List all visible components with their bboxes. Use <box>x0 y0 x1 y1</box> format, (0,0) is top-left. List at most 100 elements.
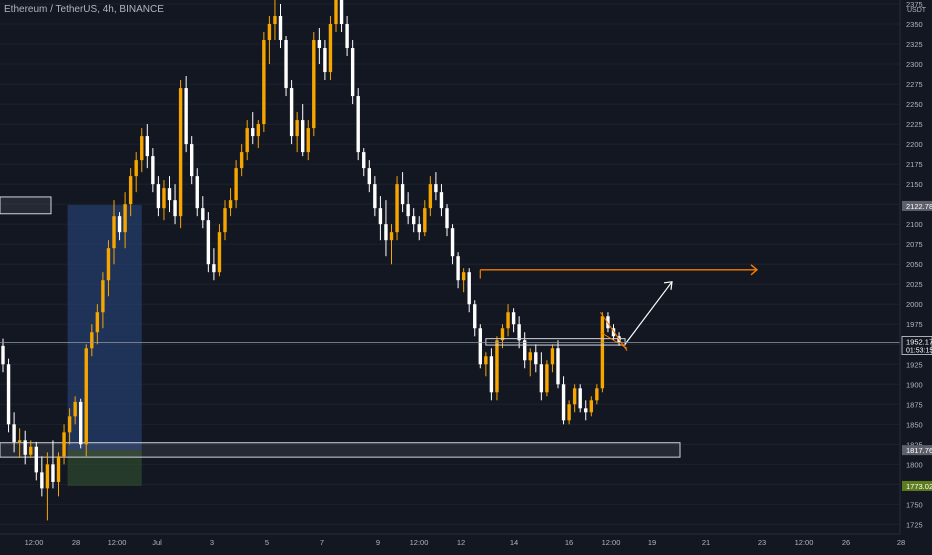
candle-body[interactable] <box>339 0 344 25</box>
candle-body[interactable] <box>611 328 616 337</box>
candle-body[interactable] <box>278 16 283 41</box>
candle-body[interactable] <box>195 176 199 209</box>
candle-body[interactable] <box>323 48 327 73</box>
candle-body[interactable] <box>90 332 94 349</box>
candle-body[interactable] <box>384 224 388 241</box>
candle-body[interactable] <box>84 348 88 445</box>
candle-body[interactable] <box>156 184 161 209</box>
candle-body[interactable] <box>439 192 444 209</box>
candle-body[interactable] <box>245 128 249 153</box>
candle-body[interactable] <box>79 401 83 445</box>
candle-body[interactable] <box>117 216 122 233</box>
candle-body[interactable] <box>572 388 577 405</box>
candle-body[interactable] <box>417 224 421 233</box>
candle-body[interactable] <box>23 440 27 455</box>
candle-body[interactable] <box>67 416 72 433</box>
candle-body[interactable] <box>328 24 333 73</box>
candle-body[interactable] <box>106 248 111 281</box>
candle-body[interactable] <box>400 184 405 205</box>
candle-body[interactable] <box>62 432 66 457</box>
candle-body[interactable] <box>550 348 555 365</box>
candle-body[interactable] <box>350 48 355 97</box>
candle-body[interactable] <box>273 16 277 25</box>
candle-body[interactable] <box>284 40 288 89</box>
candle-body[interactable] <box>495 340 499 393</box>
candle-body[interactable] <box>301 120 305 153</box>
candle-body[interactable] <box>539 364 544 393</box>
candle-body[interactable] <box>73 401 77 417</box>
candle-body[interactable] <box>595 388 599 401</box>
candle-body[interactable] <box>17 440 22 442</box>
candle-body[interactable] <box>467 272 471 305</box>
candle-body[interactable] <box>256 124 260 137</box>
candle-body[interactable] <box>356 96 360 153</box>
candle-body[interactable] <box>239 152 244 169</box>
candle-body[interactable] <box>140 136 144 161</box>
candle-body[interactable] <box>395 184 399 233</box>
candle-body[interactable] <box>412 216 416 225</box>
candle-body[interactable] <box>145 136 149 157</box>
candle-body[interactable] <box>362 152 366 169</box>
candle-body[interactable] <box>12 424 16 442</box>
candle-body[interactable] <box>373 184 377 209</box>
candle-body[interactable] <box>40 472 44 489</box>
candle-body[interactable] <box>167 188 172 201</box>
candle-body[interactable] <box>473 304 477 329</box>
candle-body[interactable] <box>190 144 194 177</box>
candle-body[interactable] <box>489 356 494 393</box>
candle-body[interactable] <box>578 388 582 409</box>
candle-body[interactable] <box>378 208 383 225</box>
candle-body[interactable] <box>600 316 605 389</box>
candle-body[interactable] <box>201 208 205 221</box>
candle-body[interactable] <box>312 40 316 129</box>
candle-body[interactable] <box>500 328 505 341</box>
candle-body[interactable] <box>178 88 183 217</box>
candle-body[interactable] <box>556 348 560 385</box>
candle-body[interactable] <box>134 160 138 177</box>
candle-body[interactable] <box>345 24 349 49</box>
candle-body[interactable] <box>1 345 5 365</box>
candle-body[interactable] <box>306 128 310 153</box>
candle-body[interactable] <box>151 156 155 185</box>
candle-body[interactable] <box>223 208 227 233</box>
candle-body[interactable] <box>228 200 233 209</box>
candle-body[interactable] <box>234 168 238 201</box>
candle-body[interactable] <box>95 312 100 333</box>
candle-body[interactable] <box>51 464 55 482</box>
candle-body[interactable] <box>128 176 133 205</box>
candle-body[interactable] <box>267 24 272 41</box>
candle-body[interactable] <box>251 128 255 137</box>
candle-body[interactable] <box>517 324 521 341</box>
candle-body[interactable] <box>101 280 105 313</box>
candle-body[interactable] <box>428 184 433 209</box>
candle-body[interactable] <box>162 188 166 209</box>
candle-body[interactable] <box>334 0 338 25</box>
candle-body[interactable] <box>445 208 449 229</box>
candle-body[interactable] <box>289 88 294 137</box>
candle-body[interactable] <box>217 232 222 273</box>
candle-body[interactable] <box>56 456 61 482</box>
candle-body[interactable] <box>123 204 127 233</box>
candle-body[interactable] <box>478 328 482 365</box>
candle-body[interactable] <box>561 384 566 421</box>
candle-body[interactable] <box>34 446 38 473</box>
candle-body[interactable] <box>423 208 427 233</box>
candle-body[interactable] <box>506 312 510 329</box>
candle-body[interactable] <box>528 352 532 361</box>
candle-body[interactable] <box>434 184 438 193</box>
candle-body[interactable] <box>461 272 466 281</box>
candle-body[interactable] <box>389 232 394 241</box>
candle-body[interactable] <box>450 228 455 257</box>
candle-body[interactable] <box>545 364 549 393</box>
candle-body[interactable] <box>184 88 188 145</box>
candle-body[interactable] <box>173 200 177 217</box>
candle-body[interactable] <box>212 264 216 273</box>
candle-body[interactable] <box>317 40 322 49</box>
candle-body[interactable] <box>606 316 610 329</box>
candle-body[interactable] <box>484 356 488 365</box>
candle-body[interactable] <box>6 364 11 425</box>
candle-body[interactable] <box>589 400 593 413</box>
candle-body[interactable] <box>206 220 211 265</box>
candle-body[interactable] <box>29 446 33 455</box>
